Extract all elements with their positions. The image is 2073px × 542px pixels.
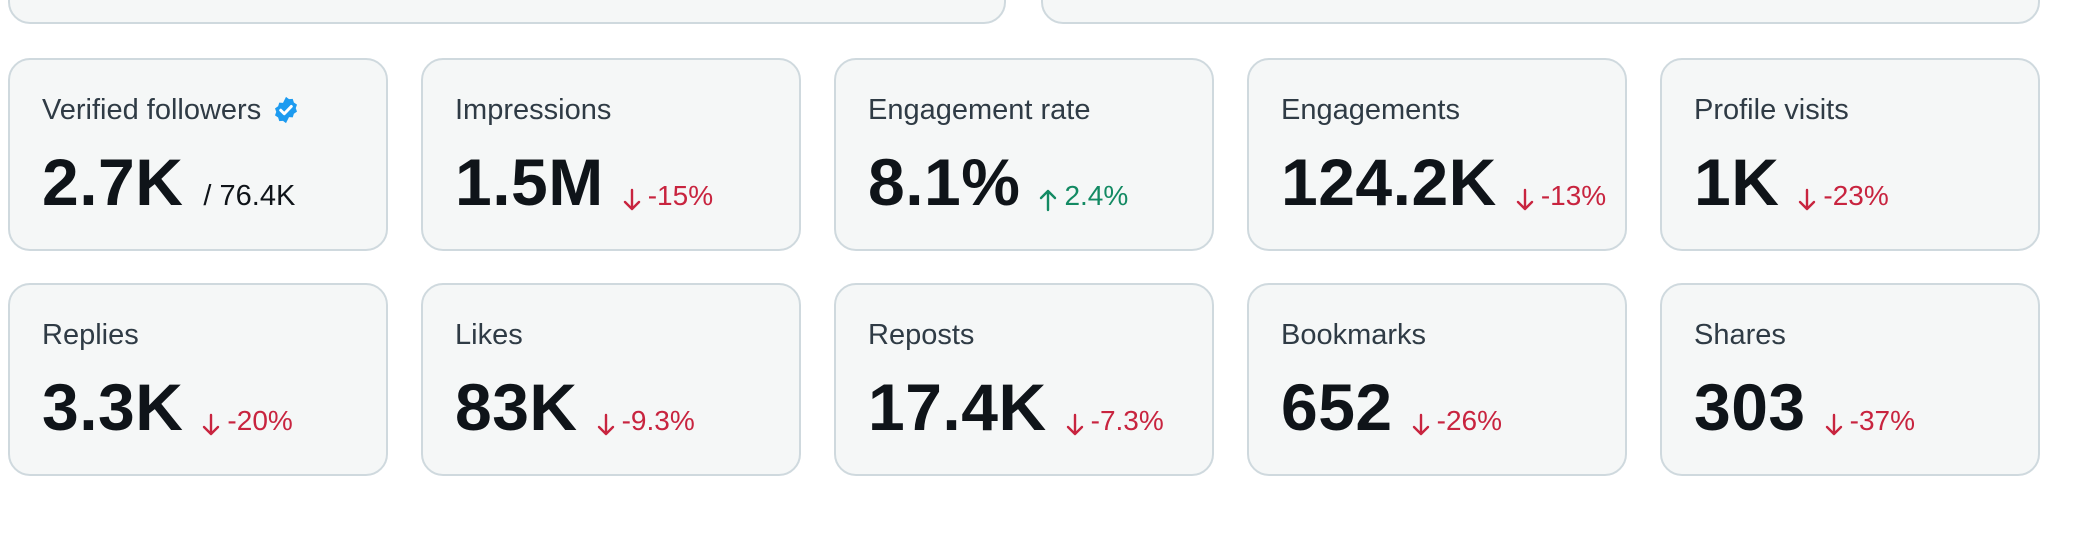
card-header: Engagement rate [868, 90, 1180, 130]
card-header: Likes [455, 315, 767, 355]
arrow-down-icon [1066, 413, 1083, 436]
arrow-down-icon [1799, 188, 1816, 211]
metric-label: Verified followers [42, 93, 262, 126]
metric-delta-value: -37% [1849, 405, 1915, 436]
card-header: Impressions [455, 90, 767, 130]
card-body: 652 -26% [1281, 369, 1593, 445]
arrow-down-icon [1825, 413, 1842, 436]
arrow-down-icon [1412, 413, 1429, 436]
metrics-grid: Verified followers 2.7K / 76.4K Impressi… [8, 58, 2040, 476]
metric-total: / 76.4K [203, 180, 296, 212]
metric-value: 652 [1281, 370, 1393, 444]
metric-delta-value: -26% [1436, 405, 1502, 436]
card-body: 1K -23% [1694, 144, 2006, 220]
arrow-up-icon [1040, 189, 1057, 212]
card-body: 303 -37% [1694, 369, 2006, 445]
card-header: Shares [1694, 315, 2006, 355]
card-header: Verified followers [42, 90, 354, 130]
metric-delta: -13% [1515, 180, 1606, 212]
metric-label: Bookmarks [1281, 318, 1427, 351]
card-body: 8.1% 2.4% [868, 144, 1180, 220]
metric-delta-value: -15% [647, 180, 714, 211]
card-body: 2.7K / 76.4K [42, 144, 354, 220]
metric-card-likes[interactable]: Likes 83K -9.3% [421, 283, 801, 476]
arrow-down-icon [623, 188, 640, 211]
metric-delta: -23% [1797, 180, 1889, 212]
metric-label: Engagements [1281, 93, 1460, 126]
metric-delta-value: -7.3% [1090, 405, 1164, 436]
metric-delta-value: 2.4% [1064, 180, 1129, 211]
metric-card-engagement-rate[interactable]: Engagement rate 8.1% 2.4% [834, 58, 1214, 251]
card-body: 83K -9.3% [455, 369, 767, 445]
metric-value: 2.7K [42, 145, 184, 219]
metric-delta-value: -9.3% [621, 405, 695, 436]
arrow-down-icon [1516, 188, 1534, 211]
metric-value: 1.5M [455, 145, 604, 219]
metric-card-replies[interactable]: Replies 3.3K -20% [8, 283, 388, 476]
metric-label: Reposts [868, 318, 975, 351]
metric-delta-value: -20% [227, 405, 293, 436]
card-body: 17.4K -7.3% [868, 369, 1180, 445]
card-header: Engagements [1281, 90, 1593, 130]
metric-value: 303 [1694, 370, 1806, 444]
top-panel-left [8, 0, 1006, 24]
metric-value: 124.2K [1281, 145, 1497, 219]
metric-delta: -15% [622, 180, 713, 212]
metric-card-verified-followers[interactable]: Verified followers 2.7K / 76.4K [8, 58, 388, 251]
top-panel-right [1041, 0, 2040, 24]
metric-delta: -37% [1824, 405, 1915, 437]
metric-value: 8.1% [868, 145, 1021, 219]
card-header: Bookmarks [1281, 315, 1593, 355]
arrow-down-icon [597, 413, 614, 436]
metric-label: Shares [1694, 318, 1786, 351]
metric-label: Impressions [455, 93, 612, 126]
card-body: 124.2K -13% [1281, 144, 1606, 220]
metric-label: Profile visits [1694, 93, 1849, 126]
metric-label: Engagement rate [868, 93, 1091, 126]
metric-value: 1K [1694, 145, 1780, 219]
metric-card-bookmarks[interactable]: Bookmarks 652 -26% [1247, 283, 1627, 476]
metric-delta: -9.3% [596, 405, 695, 437]
card-header: Replies [42, 315, 354, 355]
metric-delta-value: -13% [1540, 180, 1607, 211]
card-body: 1.5M -15% [455, 144, 767, 220]
metric-label: Replies [42, 318, 139, 351]
metric-delta: -20% [201, 405, 293, 437]
metric-label: Likes [455, 318, 523, 351]
metric-card-profile-visits[interactable]: Profile visits 1K -23% [1660, 58, 2040, 251]
metric-delta: -26% [1411, 405, 1502, 437]
arrow-down-icon [203, 413, 220, 436]
metric-delta-value: -23% [1823, 180, 1889, 211]
metric-value: 3.3K [42, 370, 184, 444]
metric-card-shares[interactable]: Shares 303 -37% [1660, 283, 2040, 476]
card-body: 3.3K -20% [42, 369, 354, 445]
metric-card-reposts[interactable]: Reposts 17.4K -7.3% [834, 283, 1214, 476]
metric-delta: 2.4% [1038, 180, 1128, 212]
card-header: Profile visits [1694, 90, 2006, 130]
metric-value: 83K [455, 370, 578, 444]
metric-delta: -7.3% [1065, 405, 1164, 437]
metric-value: 17.4K [868, 370, 1047, 444]
card-header: Reposts [868, 315, 1180, 355]
metric-card-impressions[interactable]: Impressions 1.5M -15% [421, 58, 801, 251]
metric-card-engagements[interactable]: Engagements 124.2K -13% [1247, 58, 1627, 251]
verified-badge-icon [275, 96, 298, 124]
